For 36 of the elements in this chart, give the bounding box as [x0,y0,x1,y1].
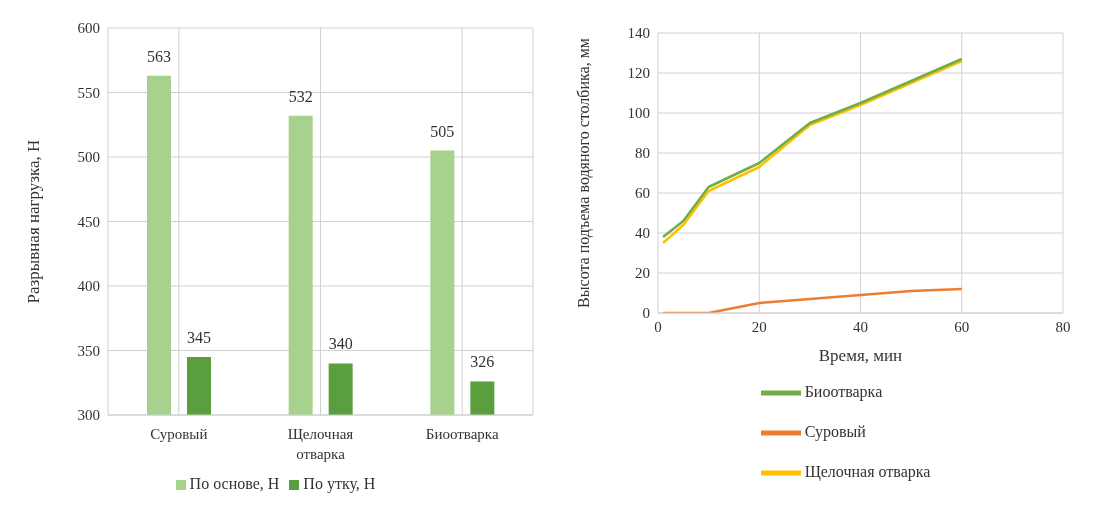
data-label: 340 [328,335,353,353]
y-tick-label: 450 [77,213,100,230]
x-tick-label: 40 [853,318,868,335]
x-tick-label: Биоотварка [425,426,499,442]
data-label: 505 [430,122,455,140]
y-tick-label: 550 [77,84,100,101]
data-label: 345 [187,328,211,346]
x-axis-title: Время, мин [818,346,903,365]
y-tick-label: 80 [635,145,650,162]
x-tick-label: Суровый [150,426,208,442]
x-tick-label: 0 [654,318,662,335]
y-axis-title: Разрывная нагрузка, Н [24,139,44,304]
data-label: 326 [470,353,495,371]
legend-label: Биоотварка [804,382,883,400]
x-tick-label: 20 [751,318,767,335]
data-label: 563 [147,47,171,65]
x-tick-label: 60 [954,318,970,335]
y-tick-label: 600 [77,20,100,37]
legend-label: По основе, Н [189,475,280,492]
y-tick-label: 300 [77,407,100,424]
data-label: 532 [288,87,313,105]
legend-label: По утку, Н [303,475,376,492]
y-tick-label: 500 [77,149,100,166]
y-tick-label: 0 [642,305,650,322]
y-tick-label: 350 [77,342,100,359]
y-tick-label: 140 [627,25,650,42]
y-tick-label: 60 [635,185,650,202]
y-axis-title: Высота подъема водяного столбика, мм [574,38,593,308]
legend-label: Щелочная отварка [804,462,931,480]
y-tick-label: 20 [635,265,650,282]
x-tick-label: Щелочная отварка [287,426,354,462]
y-tick-label: 120 [627,65,650,82]
x-tick-label: 80 [1055,318,1071,335]
y-tick-label: 100 [627,105,650,122]
y-tick-label: 40 [635,225,650,242]
y-tick-label: 400 [77,278,100,295]
